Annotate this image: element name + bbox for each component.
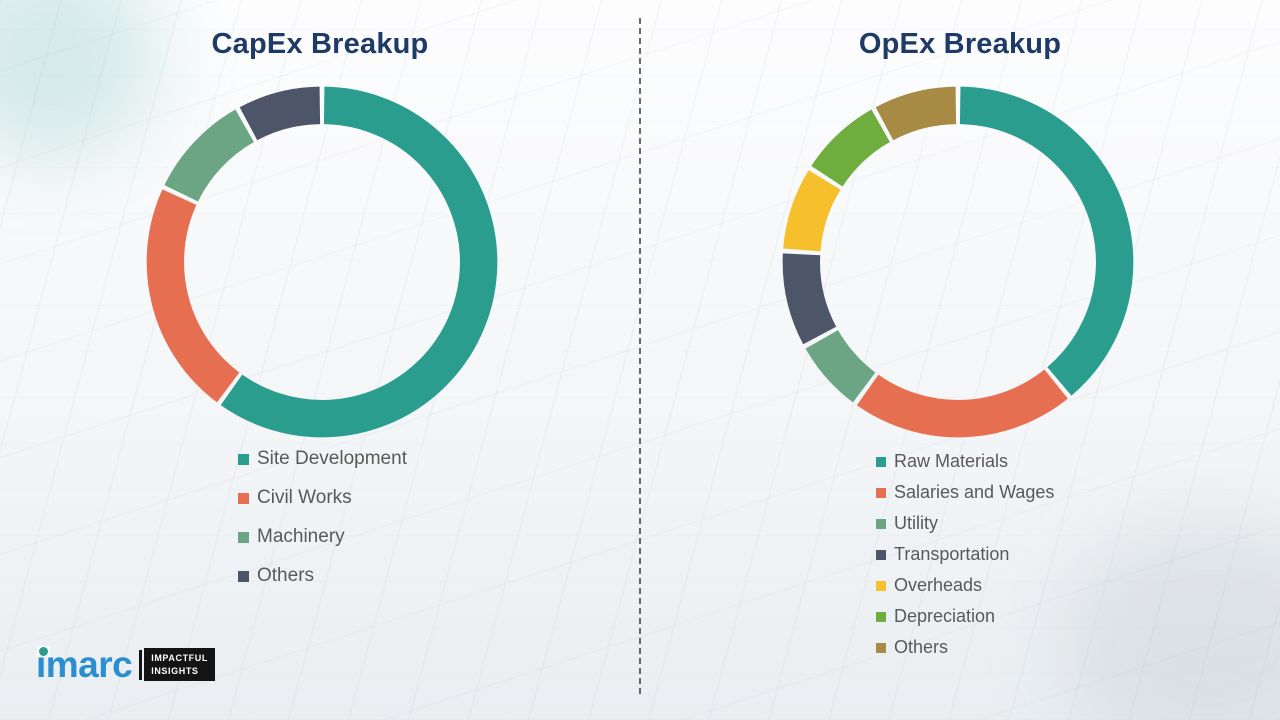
donut-segment-others [782, 86, 1134, 438]
legend-swatch [876, 642, 886, 653]
legend-swatch [876, 580, 886, 591]
legend-item: Utility [876, 513, 1054, 534]
imarc-brand-text: imarc [36, 644, 133, 685]
legend-item: Site Development [238, 448, 407, 470]
legend-label: Depreciation [894, 606, 996, 626]
dashed-divider [639, 18, 641, 694]
legend-label: Utility [894, 513, 938, 533]
legend-label: Civil Works [257, 487, 352, 508]
logo-divider-bar [139, 649, 143, 680]
legend-item: Others [876, 637, 1054, 658]
legend-item: Salaries and Wages [876, 482, 1054, 503]
legend-label: Others [894, 637, 949, 657]
imarc-logo-text: imarc [36, 644, 133, 685]
donut-segment-overheads [782, 86, 1134, 438]
legend-swatch [238, 531, 249, 543]
legend-swatch [876, 611, 886, 622]
legend-swatch [238, 570, 249, 582]
legend-item: Civil Works [238, 487, 407, 509]
legend-swatch [238, 453, 249, 465]
legend-label: Machinery [257, 526, 345, 547]
opex-donut-chart [782, 86, 1134, 438]
opex-chart-title: OpEx Breakup [858, 28, 1062, 60]
capex-legend: Site Development Civil Works Machinery Othe… [238, 448, 407, 587]
donut-segment-salaries-and-wages [782, 86, 1134, 438]
legend-swatch [876, 487, 886, 498]
legend-label: Transportation [894, 544, 1010, 564]
logo-tagline-line1: IMPACTFUL [151, 653, 208, 664]
imarc-logo: imarc IMPACTFUL INSIGHTS [36, 646, 215, 683]
capex-chart-title: CapEx Breakup [211, 28, 429, 60]
legend-swatch [238, 492, 249, 504]
capex-donut-chart [146, 86, 498, 438]
opex-legend: Raw Materials Salaries and Wages Utility Tr… [876, 451, 1054, 658]
donut-segment-machinery [146, 86, 498, 438]
legend-label: Salaries and Wages [894, 482, 1055, 502]
logo-tagline-line2: INSIGHTS [151, 665, 199, 676]
legend-item: Others [238, 565, 407, 587]
donut-segment-others [146, 86, 498, 438]
donut-segment-civil-works [146, 86, 498, 438]
logo-dot-icon [39, 647, 48, 656]
legend-swatch [876, 518, 886, 529]
legend-item: Transportation [876, 544, 1054, 565]
donut-segment-depreciation [782, 86, 1134, 438]
donut-segment-utility [782, 86, 1134, 438]
logo-tagline-badge: IMPACTFUL INSIGHTS [144, 648, 215, 681]
legend-item: Depreciation [876, 606, 1054, 627]
legend-label: Others [257, 565, 315, 586]
legend-item: Overheads [876, 575, 1054, 596]
legend-label: Overheads [894, 575, 983, 595]
background-blob [1060, 520, 1280, 720]
donut-segment-transportation [782, 86, 1134, 438]
legend-item: Machinery [238, 526, 407, 548]
legend-label: Site Development [257, 448, 407, 469]
legend-item: Raw Materials [876, 451, 1054, 472]
legend-swatch [876, 456, 886, 467]
donut-segment-site-development [146, 86, 498, 438]
background-blob [0, 0, 160, 160]
legend-swatch [876, 549, 886, 560]
legend-label: Raw Materials [894, 451, 1009, 471]
